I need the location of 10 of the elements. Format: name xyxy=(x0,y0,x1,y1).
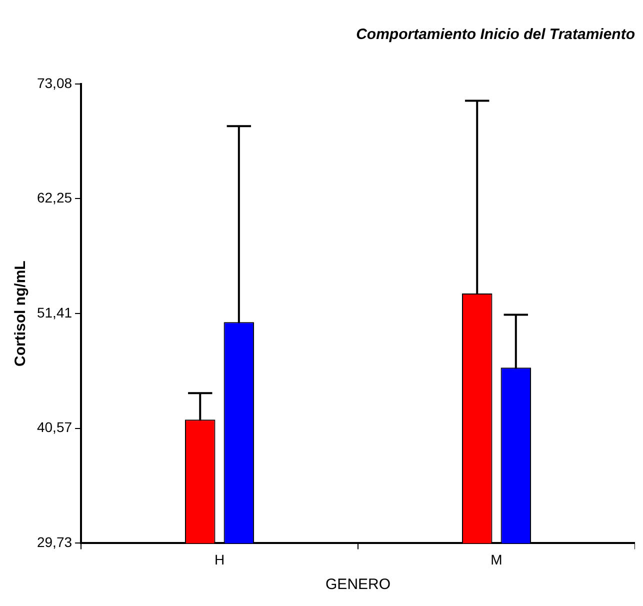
y-axis-title: Cortisol ng/mL xyxy=(12,260,30,367)
y-tick-label: 51,41 xyxy=(36,304,72,320)
x-tick-label: H xyxy=(214,551,225,568)
x-axis-title: GENERO xyxy=(326,576,391,594)
y-tick-label: 40,57 xyxy=(36,419,72,436)
x-tick-label: M xyxy=(490,551,502,568)
y-tick-label: 62,25 xyxy=(36,190,72,206)
chart-title: Comportamiento Inicio del Tratamiento xyxy=(356,26,635,44)
y-tick-label: 73,08 xyxy=(36,74,72,91)
y-tick-label: 29,73 xyxy=(36,534,72,550)
